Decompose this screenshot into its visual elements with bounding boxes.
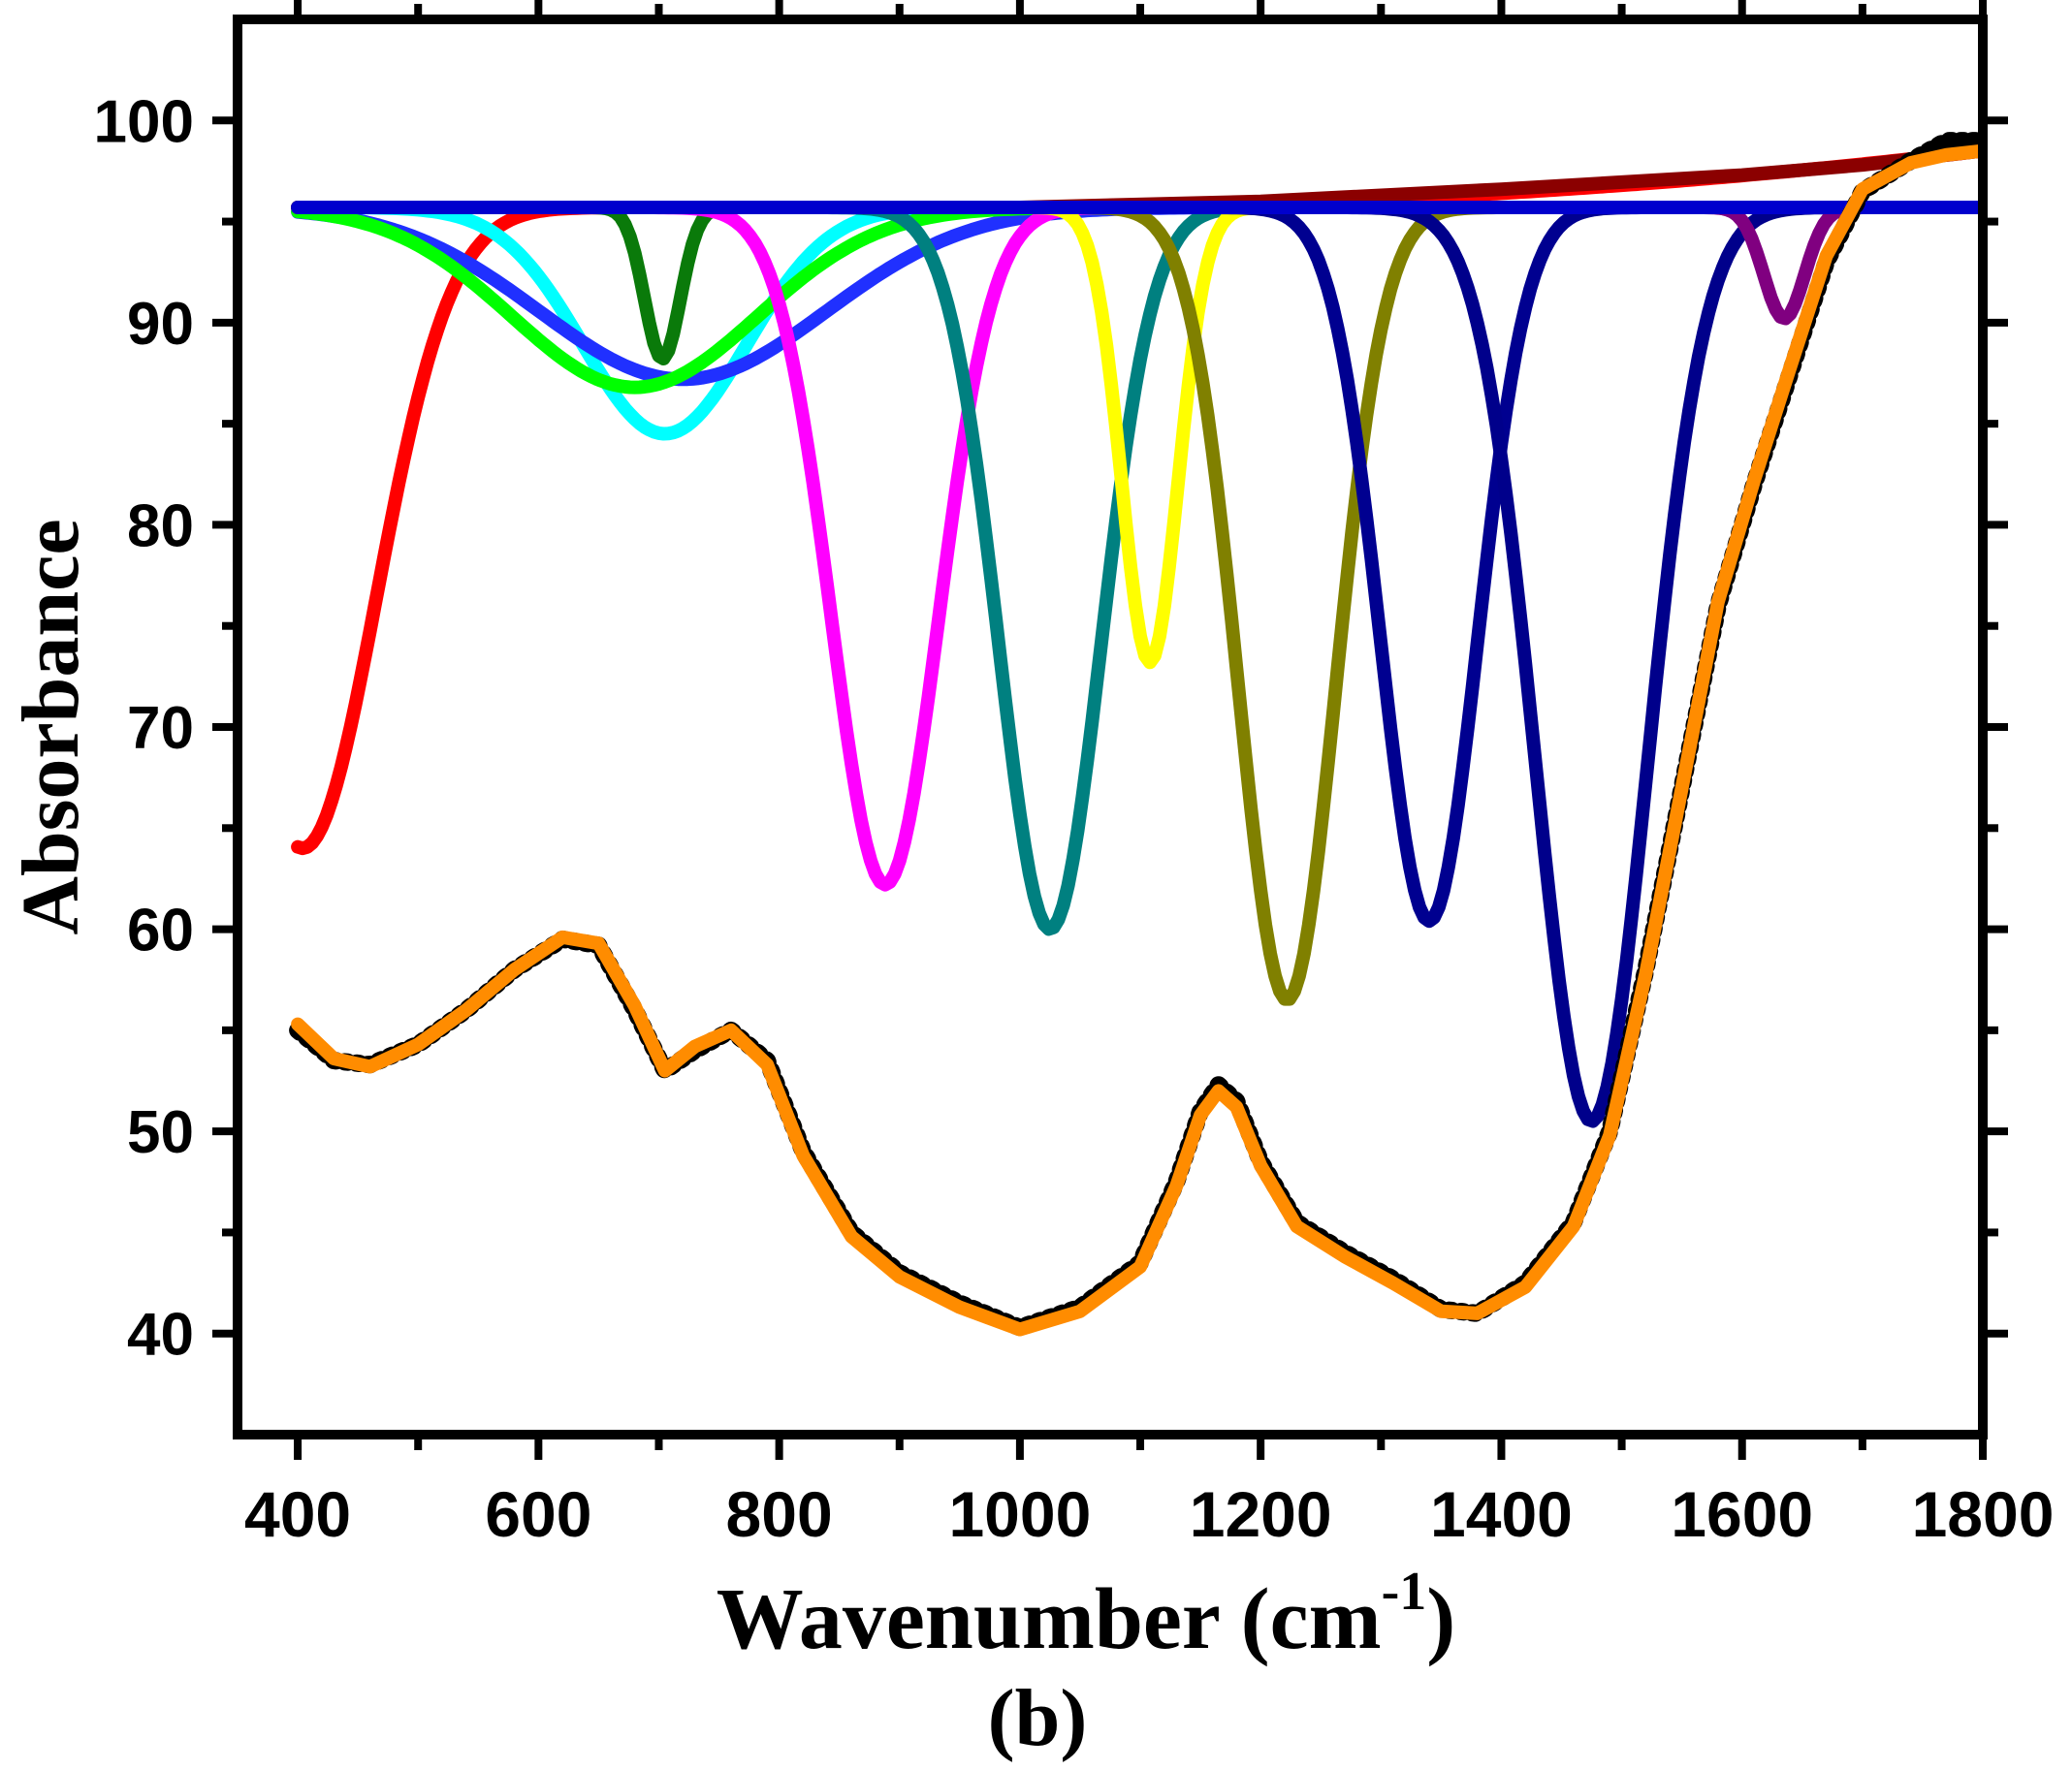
- x-axis-title-main: Wavenumber (cm: [717, 1571, 1382, 1667]
- y-tick-label: 90: [127, 291, 194, 358]
- x-tick-label: 800: [726, 1478, 833, 1550]
- y-tick-labels: 40 50 60 70 80 90 100: [94, 88, 194, 1368]
- x-tick-label: 1400: [1430, 1478, 1573, 1550]
- x-tick-label: 400: [244, 1478, 351, 1550]
- x-tick-label: 1600: [1671, 1478, 1813, 1550]
- y-axis-title: Absorbance: [6, 519, 96, 934]
- y-tick-label: 80: [127, 492, 194, 559]
- figure-caption: (b): [988, 1673, 1088, 1763]
- plot-area: [289, 132, 1983, 1337]
- x-axis-title: Wavenumber (cm-1): [717, 1562, 1455, 1667]
- cumulative-fit: [291, 143, 1983, 1337]
- y-tick-label: 60: [127, 898, 194, 965]
- x-axis-title-close: ): [1426, 1571, 1455, 1667]
- x-tick-label: 1000: [948, 1478, 1091, 1550]
- baseline-dark-red: [291, 143, 1983, 214]
- x-tick-label: 1200: [1190, 1478, 1332, 1550]
- y-tick-label: 40: [127, 1302, 194, 1369]
- y-tick-label: 100: [94, 88, 194, 155]
- y-tick-label: 70: [127, 695, 194, 762]
- x-axis-title-sup: -1: [1382, 1562, 1427, 1622]
- x-tick-labels: 400 600 800 1000 1200 1400 1600 1800: [244, 1478, 2054, 1550]
- y-tick-label: 50: [127, 1099, 194, 1166]
- axis-ticks: [212, 0, 2008, 1460]
- x-tick-label: 1800: [1912, 1478, 2055, 1550]
- x-tick-label: 600: [485, 1478, 591, 1550]
